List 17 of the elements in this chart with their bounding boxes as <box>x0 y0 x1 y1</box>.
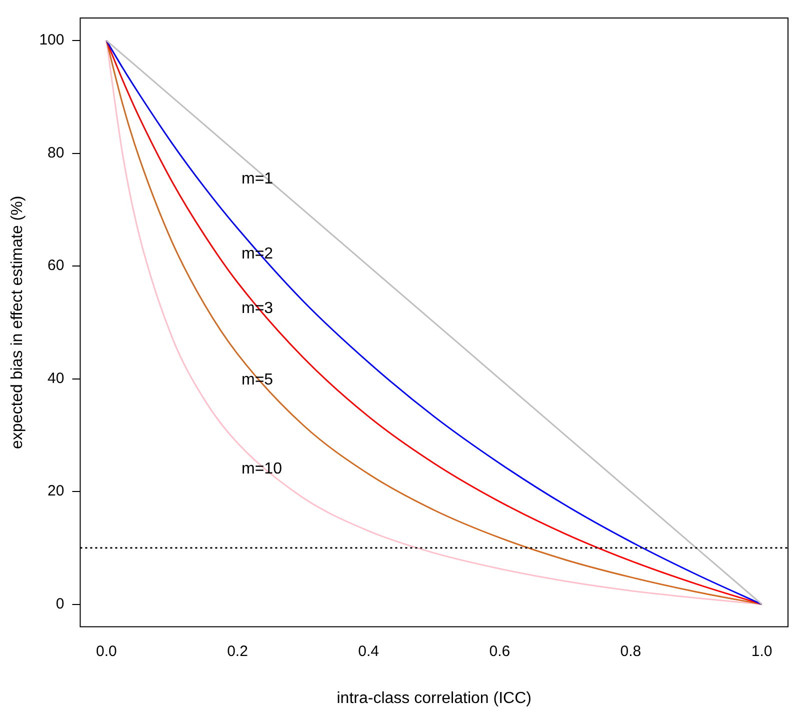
y-tick-label: 80 <box>48 144 64 162</box>
y-tick-label: 0 <box>56 595 64 612</box>
line-series <box>106 40 763 605</box>
x-tick-label: 0.4 <box>358 642 380 660</box>
x-tick-label: 0.2 <box>227 642 248 660</box>
y-axis-title: expected bias in effect estimate (%) <box>9 196 26 449</box>
x-tick-label: 0.6 <box>489 642 510 660</box>
y-tick-label: 40 <box>48 370 64 387</box>
y-tick-label: 100 <box>39 32 64 49</box>
series-label: m=10 <box>242 460 282 478</box>
x-tick-label: 1.0 <box>751 642 772 660</box>
y-tick-label: 20 <box>48 482 64 500</box>
y-tick-label: 60 <box>48 257 64 274</box>
x-tick-label: 0.8 <box>620 642 642 660</box>
x-axis-title: intra-class correlation (ICC) <box>336 690 532 707</box>
x-tick-label: 0.0 <box>96 642 117 660</box>
series-label: m=1 <box>242 170 274 188</box>
